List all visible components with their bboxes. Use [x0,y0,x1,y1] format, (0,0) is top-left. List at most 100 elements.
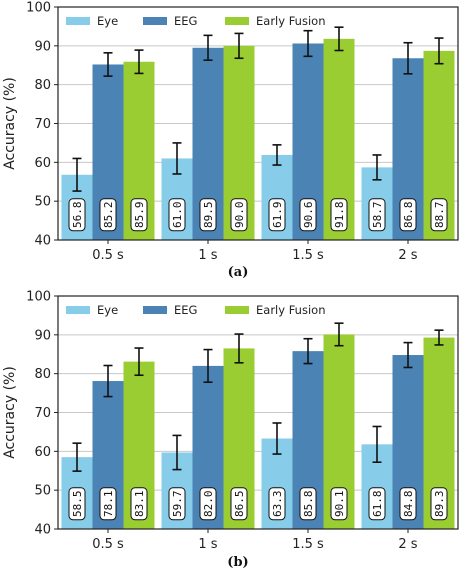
data-label: 58.7 [368,198,386,232]
data-label: 90.0 [230,198,248,232]
data-label-text: 61.0 [171,202,184,229]
data-label-text: 90.0 [233,202,246,229]
data-label: 63.3 [268,487,286,521]
data-label-box [99,487,117,521]
data-label: 83.1 [130,487,148,521]
data-label-box [68,487,86,521]
data-label-box [68,198,86,232]
data-label-box [330,198,348,232]
data-label-box [230,487,248,521]
data-label-text: 85.9 [133,202,146,229]
data-label: 61.0 [168,198,186,232]
data-label-box [299,198,317,232]
data-label-box [399,487,417,521]
panel-caption: (a) [228,265,249,280]
y-tick-label: 100 [26,290,51,305]
data-label-text: 91.8 [333,202,346,229]
legend-swatch-eeg [143,306,167,314]
data-label-text: 86.8 [402,202,415,229]
data-label-box [230,198,248,232]
chart-panel-a: 40 50 60 70 80 90 100 56.8 61.0 61.9 58.7 85.2 89.5 9… [2,1,459,280]
y-tick-label: 40 [34,523,51,538]
data-label-box [99,198,117,232]
y-axis-title-group: Accuracy (%) [2,366,18,459]
legend-label: Early Fusion [256,14,325,28]
data-label-box [130,487,148,521]
data-label-box [399,198,417,232]
data-label: 89.5 [199,198,217,232]
data-label-text: 90.6 [302,202,315,229]
legend-label: Eye [97,14,118,28]
data-label-text: 89.5 [202,202,215,229]
data-label-box [368,198,386,232]
data-label: 86.8 [399,198,417,232]
x-tick-label: 1 s [198,248,217,263]
data-label-text: 86.5 [233,491,246,517]
data-label: 59.7 [168,487,186,521]
data-label: 61.8 [368,487,386,521]
y-axis-title: Accuracy (%) [2,366,18,459]
x-tick-label: 2 s [398,248,417,263]
data-label-box [268,198,286,232]
data-label-text: 84.8 [402,491,415,517]
x-tick-label: 1.5 s [292,248,324,263]
data-label: 56.8 [68,198,86,232]
data-label-text: 61.8 [371,491,384,517]
y-tick-label: 60 [34,445,51,460]
y-tick-label: 40 [34,234,51,249]
data-label: 88.7 [430,198,448,232]
legend-label: EEG [174,303,197,317]
y-tick-label: 70 [34,406,51,421]
y-tick-label: 60 [34,156,51,171]
data-label-box [368,487,386,521]
y-tick-label: 100 [26,1,51,16]
data-label-box [430,198,448,232]
data-label-text: 56.8 [71,202,84,229]
data-label-box [130,198,148,232]
data-label-text: 78.1 [102,491,115,517]
data-label: 91.8 [330,198,348,232]
data-label-box [430,487,448,521]
y-tick-label: 80 [34,78,51,93]
x-tick-label: 1.5 s [292,537,324,552]
data-label: 85.2 [99,198,117,232]
legend-label: Early Fusion [256,303,325,317]
legend-swatch-eye [66,306,90,314]
data-label: 84.8 [399,487,417,521]
data-label-text: 85.2 [102,202,115,229]
x-tick-label: 1 s [198,537,217,552]
y-axis-title-group: Accuracy (%) [2,77,18,170]
x-tick-label: 0.5 s [92,537,124,552]
legend-swatch-fusion [225,17,249,25]
data-label-text: 85.8 [302,491,315,517]
chart-panel-b: 40 50 60 70 80 90 100 58.5 59.7 63.3 61.8 78.1 82.0 8… [2,290,459,570]
data-label-text: 58.7 [371,202,384,229]
legend-swatch-eye [66,17,90,25]
legend-label: Eye [97,303,118,317]
data-label-text: 90.1 [333,491,346,517]
plot-frame [57,295,459,530]
legend-swatch-fusion [225,306,249,314]
y-axis-title: Accuracy (%) [2,77,18,170]
data-label: 61.9 [268,198,286,232]
data-label-text: 82.0 [202,491,215,517]
data-label-box [168,487,186,521]
data-label-box [330,487,348,521]
data-label-box [299,487,317,521]
data-label: 82.0 [199,487,217,521]
y-tick-label: 70 [34,117,51,132]
data-label-box [168,198,186,232]
data-label-box [199,198,217,232]
data-label-text: 59.7 [171,491,184,517]
data-label: 85.9 [130,198,148,232]
data-label-box [199,487,217,521]
y-tick-label: 90 [34,328,51,343]
data-label: 78.1 [99,487,117,521]
y-tick-label: 90 [34,39,51,54]
data-label: 86.5 [230,487,248,521]
plot-frame [57,6,459,241]
data-label-text: 83.1 [133,491,146,517]
data-label: 85.8 [299,487,317,521]
x-tick-label: 2 s [398,537,417,552]
